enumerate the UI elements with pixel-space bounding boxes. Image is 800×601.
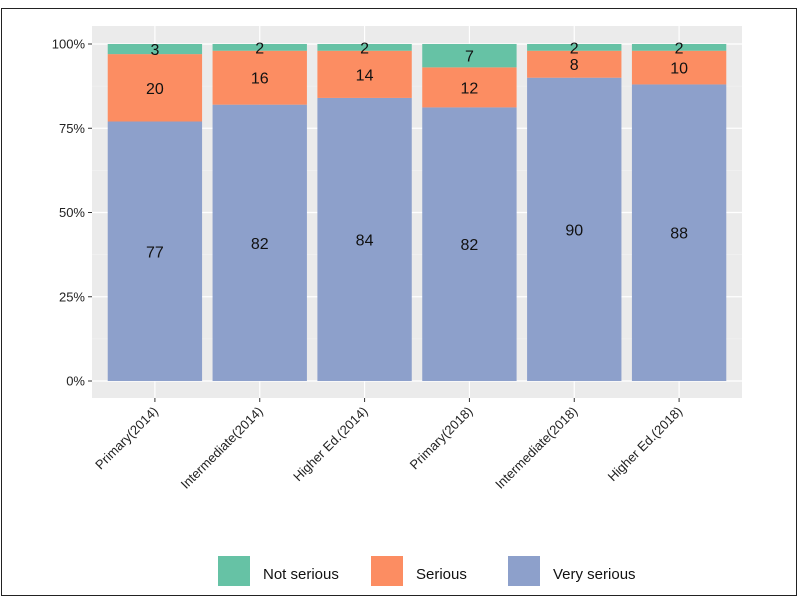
legend-key: [508, 556, 540, 586]
bar-segment-very-serious: [317, 97, 412, 382]
figure-border: [1, 8, 797, 596]
bar-segment-serious: [317, 50, 412, 98]
data-label: 2: [570, 40, 579, 57]
data-label: 3: [150, 42, 159, 59]
legend-label: Not serious: [263, 566, 339, 583]
data-label: 82: [461, 237, 479, 254]
data-label: 88: [670, 226, 688, 243]
legend-label: Very serious: [553, 566, 636, 583]
bar-segment-very-serious: [107, 121, 203, 381]
bar-segment-very-serious: [422, 107, 517, 381]
y-tick-label: 75%: [59, 121, 85, 136]
data-label: 84: [356, 232, 374, 249]
x-tick-label: Primary(2014): [92, 404, 161, 473]
bar-segment-not-serious: [212, 44, 307, 51]
data-label: 12: [461, 80, 479, 97]
x-tick-label: Intermediate(2014): [178, 404, 266, 492]
bar-segment-not-serious: [422, 44, 517, 68]
bar-segment-serious: [527, 50, 622, 78]
bar-segment-serious: [107, 54, 203, 122]
bar-segment-very-serious: [527, 77, 622, 381]
data-label: 14: [356, 67, 374, 84]
x-tick-label: Higher Ed.(2018): [605, 404, 686, 485]
y-tick-label: 50%: [59, 205, 85, 220]
y-tick-label: 0%: [66, 374, 85, 389]
y-tick-label: 25%: [59, 289, 85, 304]
data-label: 7: [465, 49, 474, 66]
legend-label: Serious: [416, 566, 467, 583]
bar-segment-not-serious: [527, 44, 622, 51]
data-label: 2: [360, 40, 369, 57]
data-label: 10: [670, 61, 688, 78]
data-label: 8: [570, 57, 579, 74]
legend-key: [218, 556, 250, 586]
y-tick-label: 100%: [52, 37, 86, 52]
data-label: 2: [675, 40, 684, 57]
data-label: 77: [146, 244, 164, 261]
x-tick-label: Intermediate(2018): [492, 404, 580, 492]
data-label: 20: [146, 81, 164, 98]
bar-segment-serious: [422, 67, 517, 108]
data-label: 90: [565, 222, 583, 239]
bar-segment-very-serious: [631, 84, 727, 381]
bar-segment-not-serious: [631, 44, 727, 51]
bar-segment-serious: [631, 50, 727, 85]
data-label: 2: [255, 40, 264, 57]
legend-key: [371, 556, 403, 586]
bar-segment-very-serious: [212, 104, 307, 381]
data-label: 82: [251, 236, 269, 253]
bar-segment-not-serious: [317, 44, 412, 51]
x-tick-label: Primary(2018): [407, 404, 476, 473]
bar-segment-serious: [212, 50, 307, 105]
bar-segment-not-serious: [107, 44, 203, 55]
data-label: 16: [251, 71, 269, 88]
x-tick-label: Higher Ed.(2014): [290, 404, 371, 485]
